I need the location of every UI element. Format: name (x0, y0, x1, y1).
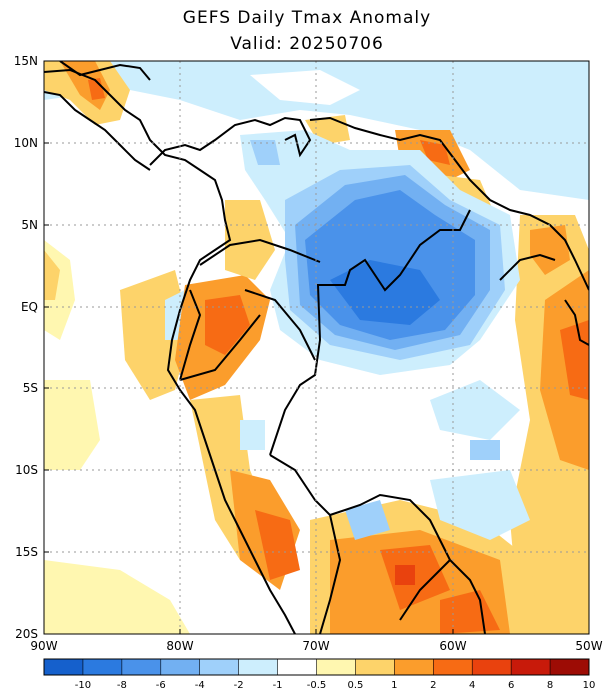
anomaly-patch (345, 500, 390, 540)
colorbar-label: -1 (273, 680, 283, 691)
lat-tick-label: 5N (21, 218, 38, 232)
anomaly-patch (470, 440, 500, 460)
lat-tick-label: 10S (15, 463, 38, 477)
grid (44, 61, 589, 634)
coastlines (44, 61, 589, 634)
lat-tick-label: 15N (14, 54, 38, 68)
colorbar: -10 -8 -6 -4 -2 -1 -0.5 0.5 1 2 4 6 8 10 (43, 658, 596, 691)
map-subtitle: Valid: 20250706 (230, 34, 384, 54)
colorbar-label: 10 (583, 680, 596, 691)
anomaly-patch (250, 140, 280, 165)
anomaly-patch (44, 380, 100, 470)
colorbar-label: 6 (508, 680, 514, 691)
lat-tick-label: 10N (14, 136, 38, 150)
colorbar-label: -8 (117, 680, 127, 691)
colorbar-label: -0.5 (307, 680, 327, 691)
colorbar-label: -2 (234, 680, 244, 691)
colorbar-swatch (550, 659, 590, 675)
colorbar-swatch (355, 659, 395, 675)
colorbar-label: 4 (469, 680, 475, 691)
colorbar-swatch (511, 659, 551, 675)
lat-tick-label: 15S (15, 545, 38, 559)
lon-tick-label: 60W (439, 639, 466, 653)
colorbar-label: 0.5 (347, 680, 363, 691)
anomaly-patch (395, 565, 415, 585)
lon-tick-label: 90W (30, 639, 57, 653)
lat-tick-label: 5S (23, 381, 38, 395)
anomaly-patch (44, 250, 60, 300)
map-title: GEFS Daily Tmax Anomaly (182, 8, 432, 28)
colorbar-label: 1 (391, 680, 397, 691)
colorbar-swatch (433, 659, 473, 675)
anomaly-patch (44, 61, 589, 200)
lon-tick-label: 70W (302, 639, 329, 653)
lat-axis: 15N 10N 5N EQ 5S 10S 15S 20S (14, 54, 38, 641)
colorbar-swatch (394, 659, 434, 675)
colorbar-swatch (44, 659, 84, 675)
colorbar-swatch (472, 659, 512, 675)
colorbar-label: -4 (195, 680, 205, 691)
axis-ticks (43, 60, 590, 635)
colorbar-swatch (121, 659, 162, 675)
lat-tick-label: 20S (15, 627, 38, 641)
lon-tick-label: 50W (575, 639, 602, 653)
anomaly-field (44, 61, 589, 634)
anomaly-patch (330, 260, 440, 325)
colorbar-swatch (199, 659, 240, 675)
lon-tick-label: 80W (166, 639, 193, 653)
anomaly-patch (430, 380, 520, 440)
colorbar-swatch (160, 659, 201, 675)
colorbar-label: -6 (156, 680, 166, 691)
anomaly-patch (225, 200, 275, 280)
colorbar-swatch (277, 659, 317, 675)
colorbar-label: 2 (430, 680, 436, 691)
colorbar-label: -10 (75, 680, 91, 691)
colorbar-swatch (82, 659, 123, 675)
anomaly-patch (250, 70, 360, 105)
anomaly-patch (530, 225, 570, 275)
anomaly-patch (430, 470, 530, 540)
lat-tick-label: EQ (21, 300, 38, 314)
lon-axis: 90W 80W 70W 60W 50W (30, 639, 602, 653)
anomaly-patch (44, 560, 190, 634)
colorbar-swatch (316, 659, 356, 675)
anomaly-patch (205, 295, 250, 355)
colorbar-label: 8 (547, 680, 553, 691)
anomaly-patch (88, 78, 105, 100)
anomaly-patch (240, 420, 265, 450)
anomaly-patch (255, 510, 300, 580)
colorbar-swatch (238, 659, 279, 675)
anomaly-patch (440, 590, 500, 634)
